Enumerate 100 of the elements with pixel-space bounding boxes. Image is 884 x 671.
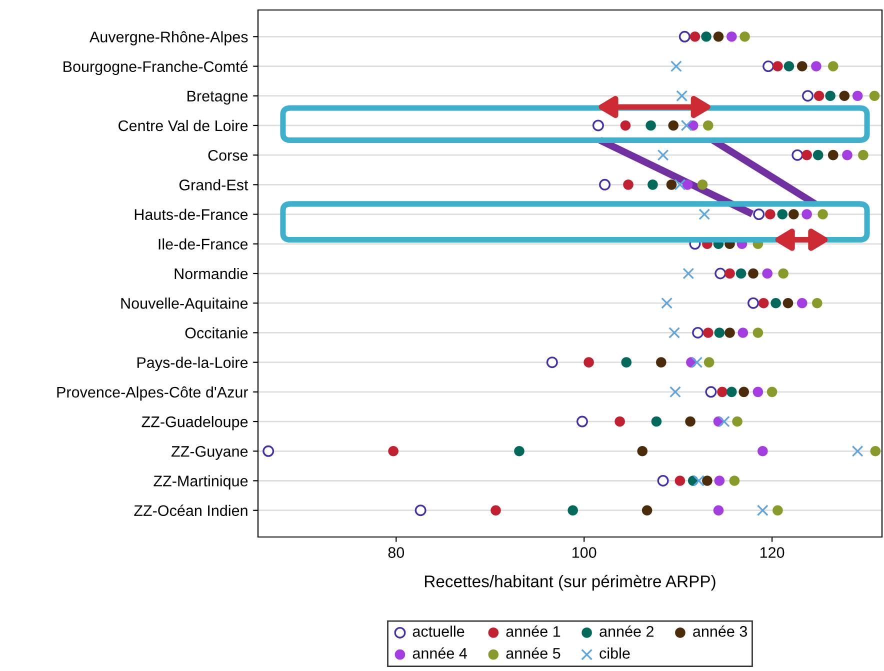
point — [724, 328, 735, 338]
y-tick-label: Bretagne — [188, 90, 248, 105]
legend-label: année 3 — [693, 625, 747, 637]
point — [732, 416, 742, 427]
point — [682, 268, 694, 280]
point — [621, 357, 632, 368]
point — [814, 90, 824, 102]
point — [812, 150, 824, 160]
point — [796, 61, 808, 72]
point — [828, 61, 838, 72]
point — [623, 180, 634, 190]
point — [726, 386, 737, 398]
point — [812, 298, 822, 308]
point — [852, 445, 864, 457]
point — [792, 149, 804, 161]
point — [676, 90, 688, 102]
point — [657, 149, 669, 161]
y-tick-label: Provence-Alpes-Côte d'Azur — [57, 386, 248, 401]
point — [576, 416, 588, 428]
point — [714, 476, 725, 486]
point — [802, 150, 812, 160]
point — [782, 298, 794, 308]
point — [414, 504, 426, 516]
point — [758, 446, 768, 456]
point — [685, 416, 696, 427]
y-tick-label: Normandie — [174, 268, 248, 280]
point — [753, 208, 765, 220]
point — [656, 357, 666, 368]
point — [620, 120, 631, 131]
y-tick-label: Pays-de-la-Loire — [137, 356, 248, 372]
point — [748, 297, 759, 309]
point — [738, 328, 748, 338]
point — [756, 504, 768, 516]
point — [765, 209, 776, 220]
point — [661, 297, 673, 309]
point — [842, 150, 852, 160]
point — [752, 386, 764, 398]
y-tick-label: ZZ-Océan Indien — [134, 504, 248, 516]
point — [778, 268, 788, 279]
y-tick-label: Nouvelle-Aquitaine — [121, 298, 248, 312]
point — [736, 268, 746, 279]
point — [752, 328, 764, 338]
point — [668, 326, 680, 338]
y-tick-label: Hauts-de-France — [134, 208, 248, 220]
point — [584, 357, 594, 368]
point — [724, 268, 735, 279]
point — [682, 180, 693, 190]
x-tick-label: 80 — [388, 547, 404, 558]
point — [818, 209, 828, 220]
y-tick-label: Grand-Est — [179, 179, 248, 190]
point — [614, 416, 625, 427]
point — [839, 90, 850, 102]
point — [714, 328, 725, 338]
point — [766, 386, 778, 398]
point — [599, 178, 611, 190]
point — [713, 505, 724, 516]
legend-label: année 2 — [600, 625, 654, 637]
point — [646, 120, 656, 131]
point — [262, 445, 274, 457]
point — [388, 446, 398, 456]
x-axis-title: Recettes/habitant (sur périmètre ARPP) — [425, 574, 716, 591]
y-tick-label: ZZ-Guyane — [172, 446, 248, 460]
point — [674, 178, 686, 190]
point — [740, 31, 750, 42]
point — [691, 356, 703, 368]
legend-label: année 5 — [506, 647, 560, 659]
y-tick-label: Ile-de-France — [158, 238, 248, 250]
point — [546, 356, 558, 368]
point — [828, 150, 838, 160]
y-tick-label: Bourgogne-Franche-Comté — [64, 60, 248, 76]
point — [738, 386, 750, 398]
point — [869, 90, 880, 102]
point — [770, 298, 781, 308]
y-tick-label: Corse — [208, 150, 248, 161]
point — [666, 180, 677, 190]
point — [713, 31, 724, 42]
point — [648, 180, 658, 190]
point — [802, 209, 812, 220]
point — [718, 416, 730, 428]
point — [668, 120, 679, 131]
point — [717, 386, 728, 398]
x-tick-label: 120 — [760, 547, 784, 558]
y-tick-label: ZZ-Martinique — [154, 475, 248, 490]
point — [670, 60, 682, 72]
point — [762, 268, 772, 279]
point — [726, 31, 737, 42]
point — [698, 208, 710, 220]
point — [702, 328, 714, 338]
point — [702, 476, 712, 486]
legend-label: année 1 — [506, 625, 560, 637]
point — [714, 268, 726, 280]
point — [568, 505, 578, 516]
point — [693, 475, 704, 486]
point — [692, 326, 704, 338]
point — [802, 90, 814, 102]
point — [758, 298, 769, 308]
point — [674, 476, 686, 486]
point — [811, 61, 822, 72]
point — [796, 298, 808, 308]
legend-label: année 4 — [412, 647, 467, 659]
